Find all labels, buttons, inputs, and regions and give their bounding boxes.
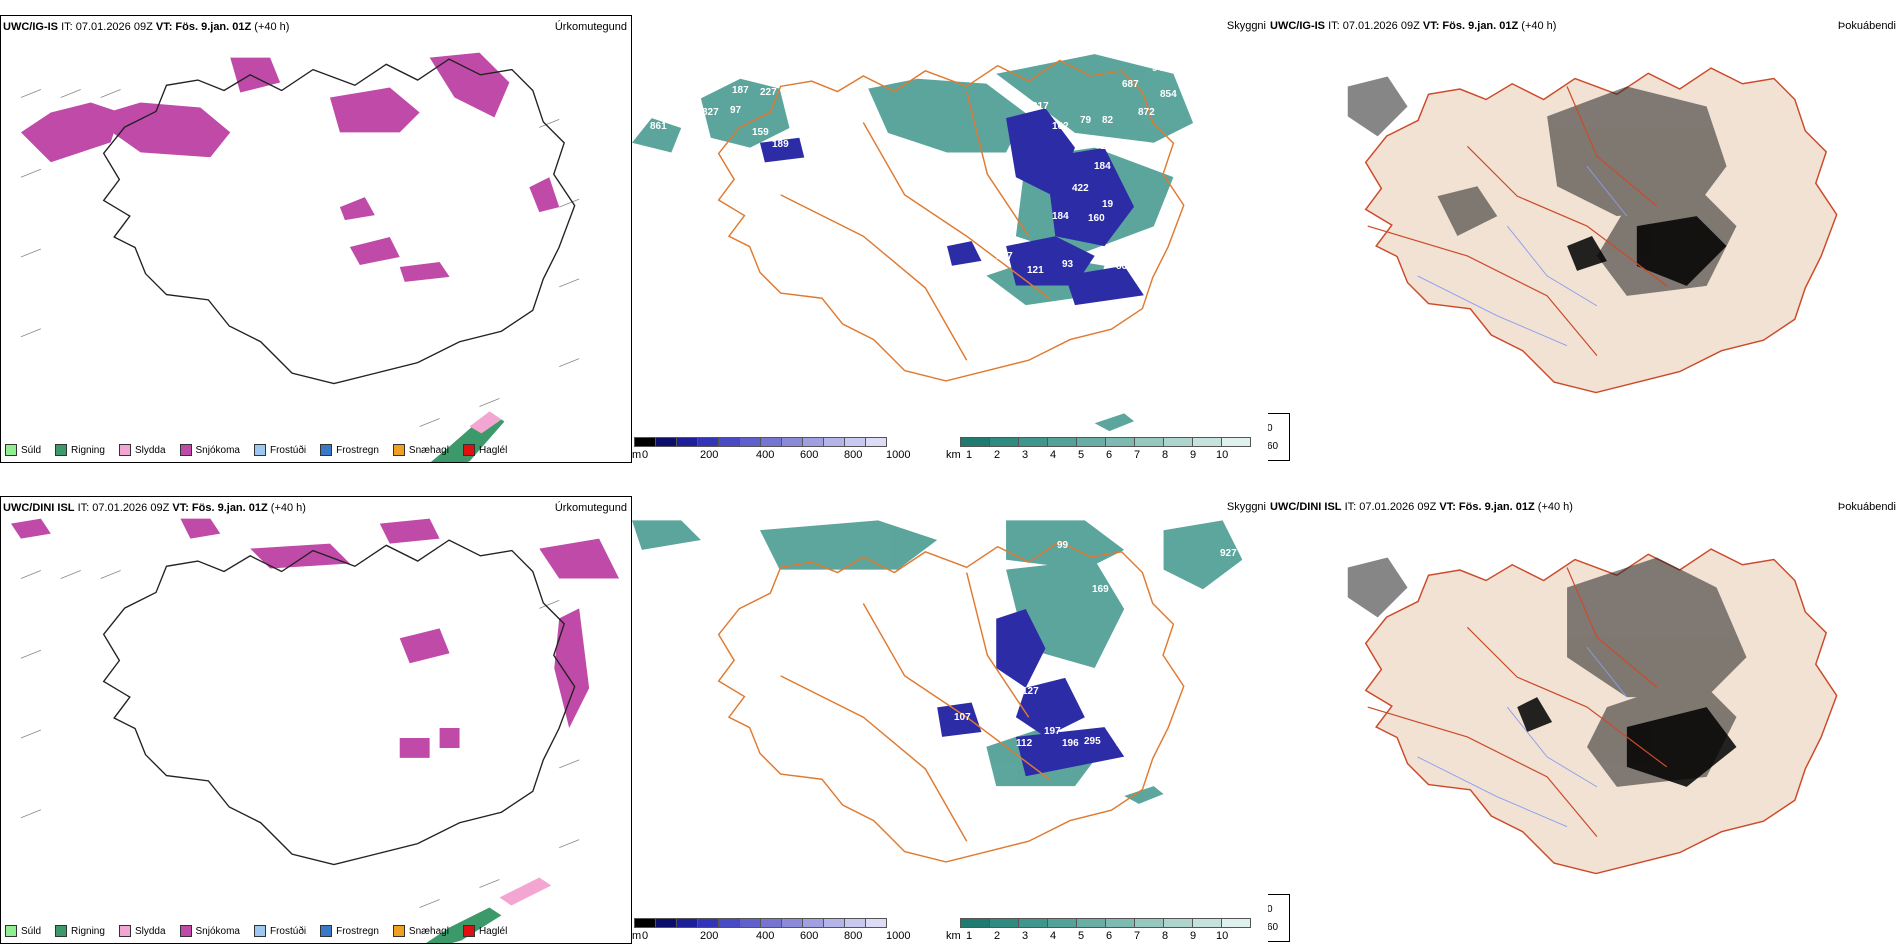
vis-label: 160 bbox=[1088, 213, 1105, 224]
product-label: Þokuábendi bbox=[1837, 20, 1896, 32]
vis-label: 112 bbox=[1016, 738, 1033, 749]
vis-label: 82 bbox=[1102, 115, 1114, 126]
panel-title: UWC/DINI ISL IT: 07.01.2026 09Z VT: Fös.… bbox=[1270, 501, 1573, 513]
vis-label: 187 bbox=[732, 85, 749, 96]
legend-item: Frostúði bbox=[253, 444, 306, 456]
legend-item: Snæhagl bbox=[392, 925, 449, 937]
precip-legend: Súld Rigning Slydda Snjókoma Frostúði Fr… bbox=[5, 444, 507, 456]
legend-item: Snjókoma bbox=[179, 444, 240, 456]
vis-label: 106 bbox=[1128, 247, 1145, 258]
vis-label: 295 bbox=[1084, 736, 1101, 747]
legend-item: Súld bbox=[5, 444, 41, 456]
colorbar-m-labels: m 0 200 400 600 800 1000 bbox=[632, 449, 911, 461]
colorbar-km-labels: km 1 2 3 4 5 6 7 8 9 10 bbox=[946, 930, 1229, 942]
vis-label: 121 bbox=[1027, 265, 1044, 276]
vis-label: 107 bbox=[954, 712, 971, 723]
vis-label: 115 bbox=[1116, 738, 1133, 749]
visibility-panel-top: Skyggni 864 813 187 227 756 827 97 159 1… bbox=[632, 15, 1272, 463]
product-label: Þokuábendi bbox=[1837, 501, 1896, 513]
vis-label: 872 bbox=[1138, 107, 1155, 118]
legend-item: Snæhagl bbox=[392, 444, 449, 456]
vis-label: 88 bbox=[1132, 37, 1144, 48]
panel-title: UWC/DINI ISL IT: 07.01.2026 09Z VT: Fös.… bbox=[3, 502, 306, 514]
legend-item: Súld bbox=[5, 925, 41, 937]
legend-item: Haglél bbox=[462, 444, 507, 456]
vis-label: 102 bbox=[992, 171, 1009, 182]
vis-label: 127 bbox=[1022, 686, 1039, 697]
vis-label: 79 bbox=[1080, 115, 1092, 126]
cloud-panel-top: UWC/IG-IS IT: 07.01.2026 09Z VT: Fös. 9.… bbox=[1268, 15, 1900, 463]
precip-type-map bbox=[20, 52, 580, 462]
fog-legend: 0 60 bbox=[1268, 894, 1290, 942]
vis-label: 687 bbox=[1122, 79, 1139, 90]
vis-label: 864 bbox=[922, 37, 939, 48]
visibility-map bbox=[632, 520, 1243, 863]
vis-label: 184 bbox=[1052, 211, 1069, 222]
vis-label: 196 bbox=[1062, 738, 1079, 749]
vis-label: 99 bbox=[1057, 540, 1069, 551]
vis-label: 230 bbox=[1120, 592, 1137, 603]
legend-item: Slydda bbox=[118, 444, 166, 456]
vis-label: 86 bbox=[1116, 261, 1128, 272]
colorbar-km bbox=[960, 918, 1251, 928]
product-label: Úrkomutegund bbox=[554, 502, 627, 514]
vis-label: 946 bbox=[1152, 63, 1169, 74]
cloud-panel-bottom: UWC/DINI ISL IT: 07.01.2026 09Z VT: Fös.… bbox=[1268, 496, 1900, 944]
precip-type-map bbox=[10, 518, 620, 943]
legend-item: Slydda bbox=[118, 925, 166, 937]
colorbar-m-labels: m 0 200 400 600 800 1000 bbox=[632, 930, 911, 942]
product-label: Skyggni bbox=[1226, 501, 1266, 513]
vis-label: 102 bbox=[1052, 121, 1069, 132]
fog-map bbox=[1347, 67, 1838, 394]
fog-legend: 0 60 bbox=[1268, 413, 1290, 461]
panel-title: UWC/IG-IS IT: 07.01.2026 09Z VT: Fös. 9.… bbox=[3, 21, 290, 33]
vis-label: 131 bbox=[1130, 722, 1147, 733]
vis-label: 197 bbox=[1044, 726, 1061, 737]
vis-label: 184 bbox=[1094, 161, 1111, 172]
vis-label: 227 bbox=[760, 87, 777, 98]
vis-label: 97 bbox=[730, 105, 742, 116]
colorbar-km bbox=[960, 437, 1251, 447]
vis-label: 861 bbox=[650, 121, 667, 132]
legend-item: Rigning bbox=[55, 444, 105, 456]
visibility-map bbox=[632, 54, 1194, 432]
colorbar-m bbox=[634, 437, 887, 447]
product-label: Skyggni bbox=[1226, 20, 1266, 32]
legend-item: Frostregn bbox=[320, 925, 379, 937]
legend-item: Frostúði bbox=[253, 925, 306, 937]
vis-label: 813 bbox=[877, 63, 894, 74]
precip-legend: Súld Rigning Slydda Snjókoma Frostúði Fr… bbox=[5, 925, 507, 937]
precip-type-panel-bottom: UWC/DINI ISL IT: 07.01.2026 09Z VT: Fös.… bbox=[0, 496, 632, 944]
precip-type-panel-top: UWC/IG-IS IT: 07.01.2026 09Z VT: Fös. 9.… bbox=[0, 15, 632, 463]
vis-label: 927 bbox=[1220, 548, 1237, 559]
colorbar-km-labels: km 1 2 3 4 5 6 7 8 9 10 bbox=[946, 449, 1229, 461]
panel-title: UWC/IG-IS IT: 07.01.2026 09Z VT: Fös. 9.… bbox=[1270, 20, 1557, 32]
fog-map bbox=[1347, 548, 1838, 875]
vis-label: 93 bbox=[1062, 259, 1074, 270]
product-label: Úrkomutegund bbox=[554, 21, 627, 33]
vis-label: 854 bbox=[1160, 89, 1177, 100]
legend-item: Rigning bbox=[55, 925, 105, 937]
vis-label: 827 bbox=[702, 107, 719, 118]
colorbar-m bbox=[634, 918, 887, 928]
legend-item: Snjókoma bbox=[179, 925, 240, 937]
vis-label: 127 bbox=[996, 251, 1013, 262]
visibility-panel-bottom: Skyggni 99 927 169 230 127 107 112 197 1… bbox=[632, 496, 1272, 944]
vis-label: 317 bbox=[1032, 101, 1049, 112]
vis-label: 422 bbox=[1072, 183, 1089, 194]
vis-label: 159 bbox=[752, 127, 769, 138]
legend-item: Haglél bbox=[462, 925, 507, 937]
vis-label: 153 bbox=[1100, 141, 1117, 152]
legend-item: Frostregn bbox=[320, 444, 379, 456]
vis-label: 189 bbox=[772, 139, 789, 150]
vis-label: 169 bbox=[1092, 584, 1109, 595]
vis-label: 756 bbox=[782, 91, 799, 102]
vis-label: 19 bbox=[1102, 199, 1114, 210]
